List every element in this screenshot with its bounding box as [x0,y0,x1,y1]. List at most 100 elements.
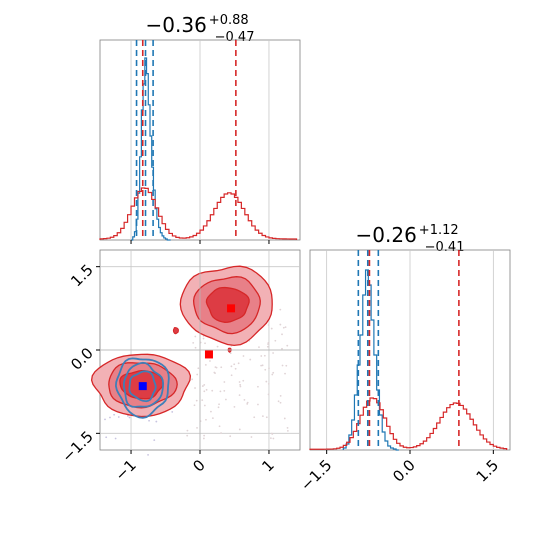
x-tick-label: 1.5 [473,456,503,486]
scatter-point [284,372,286,375]
scatter-point [282,326,285,329]
scatter-point [223,381,226,383]
contour-blue [123,361,165,408]
scatter-point [194,387,196,389]
scatter-point [213,371,216,374]
scatter-point [267,324,270,326]
scatter-point [171,411,174,413]
scatter-point [223,389,226,392]
scatter-point [230,365,233,368]
scatter-point [242,379,245,382]
histogram-red [309,397,508,450]
scatter-point [201,385,204,387]
scatter-point [155,420,158,423]
scatter-point [239,383,242,386]
scatter-point [148,419,150,422]
scatter-point [267,383,270,385]
scatter-point [279,323,282,326]
scatter-point [237,362,240,365]
contour-red [172,327,179,335]
scatter-point [220,432,222,434]
scatter-point [283,417,286,420]
x-ticks: −1 0 1 [111,450,278,484]
scatter-point [233,405,236,408]
scatter-point [274,339,277,342]
scatter-point [217,406,220,409]
marginal-title-2: −0.26 +1.12 −0.41 [356,223,465,255]
scatter-point [281,347,283,350]
scatter-point [105,436,108,439]
scatter-point [265,380,268,383]
scatter-point [253,416,256,419]
scatter-point [211,389,214,392]
x-tick-label: 0 [189,456,208,475]
scatter-point [233,363,236,366]
scatter-point [196,426,198,429]
scatter-point [271,373,274,376]
scatter-point [250,436,253,438]
marginal-histogram-1: −0.36 +0.88 −0.47 [99,13,301,244]
red-marker [204,350,213,359]
y-ticks: −1.5 0.0 1.5 [58,261,100,466]
scatter-point [279,394,282,397]
scatter-point [279,308,282,311]
scatter-point [265,416,268,419]
scatter-point [261,364,264,367]
x-tick-label: 0.0 [389,456,419,486]
scatter-point [267,342,270,344]
scatter-point [114,437,117,440]
scatter-point [277,400,280,403]
scatter-point [204,364,207,366]
scatter-point [284,326,287,329]
scatter-point [197,367,200,370]
y-tick-label: 0.0 [67,344,97,374]
scatter-point [261,415,264,418]
scatter-point [195,399,198,402]
scatter-point [194,335,197,338]
x-ticks: −1.5 0.0 1.5 [297,450,502,495]
scatter-point [225,398,227,401]
scatter-point [203,404,206,407]
blue-marker [138,382,147,391]
scatter-point [260,364,263,367]
scatter-point [211,417,214,419]
marginal-histogram-2: −0.26 +1.12 −0.41 −1.5 0.0 1.5 [297,223,511,495]
histogram-series [309,269,508,451]
quantile-lines [135,40,237,240]
scatter-point [209,360,211,362]
y-tick-label: 1.5 [67,261,97,291]
scatter-point [243,398,246,401]
scatter-point [264,368,267,371]
scatter-point [238,428,241,431]
scatter-point [203,390,206,393]
scatter-point [210,410,212,413]
scatter-point [218,403,220,406]
scatter-point [117,416,120,418]
quantile-lines [357,250,460,450]
scatter-point [257,403,259,406]
histogram-blue [342,269,399,451]
scatter-point [263,354,266,357]
scatter-point [272,437,275,440]
red-marker [227,304,236,313]
scatter-point [229,352,232,355]
x-ticks [130,240,270,244]
scatter-point [281,364,284,367]
joint-contour-panel: −1 0 1 −1.5 0.0 1.5 [58,249,301,484]
marginal-title-1: −0.36 +0.88 −0.47 [146,13,255,45]
scatter-point [286,344,289,347]
contour-blue [114,357,170,419]
histogram-series [99,57,298,241]
contour-blue [128,370,157,403]
scatter-point [279,401,282,404]
scatter-point [196,373,199,376]
scatter-point [126,415,129,417]
scatter-point [281,333,283,336]
scatter-point [104,418,106,421]
scatter-point [266,345,269,348]
scatter-point [204,342,206,345]
y-tick-label: −1.5 [58,427,96,465]
scatter-point [270,327,273,330]
scatter-point [272,371,275,374]
